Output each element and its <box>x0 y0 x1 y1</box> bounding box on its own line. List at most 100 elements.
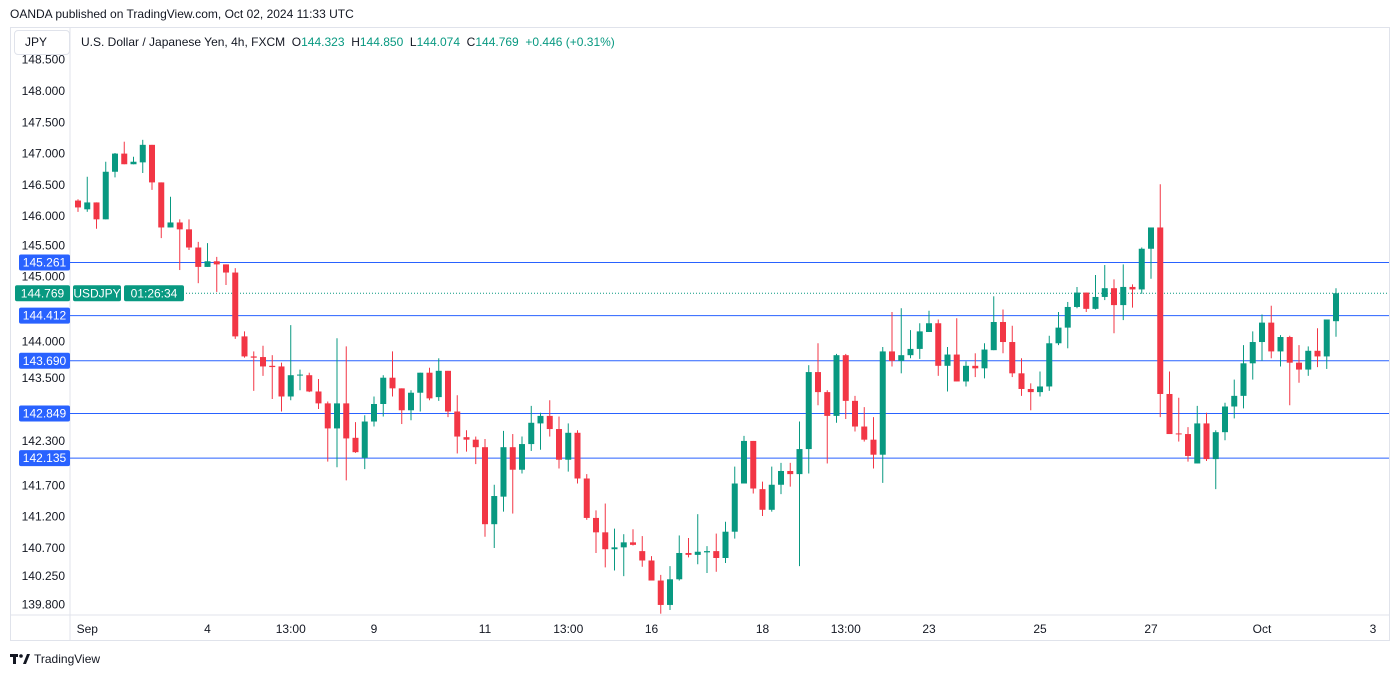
candle-body-up <box>500 447 507 497</box>
candle-body-down <box>509 447 516 470</box>
candle <box>759 481 766 517</box>
candle-body-up <box>944 354 951 366</box>
candle-body-up <box>1305 350 1312 370</box>
legend-open: 144.323 <box>301 35 345 49</box>
candle <box>324 401 331 462</box>
candle-body-up <box>537 415 544 424</box>
candle-body-down <box>93 202 100 220</box>
candle-body-up <box>84 202 91 210</box>
level-price-tag <box>19 352 70 369</box>
candle <box>1286 335 1293 406</box>
candle-body-down <box>1166 393 1173 435</box>
candle <box>232 268 239 339</box>
candle-body-down <box>278 366 285 397</box>
x-tick-label: 13:00 <box>553 622 583 636</box>
candle-body-up <box>519 444 525 470</box>
symbol-search-button[interactable]: JPY <box>14 30 70 55</box>
candle-body-up <box>528 422 535 445</box>
candle <box>435 358 442 401</box>
x-tick-label: Sep <box>77 622 99 636</box>
legend-high-label: H <box>351 35 360 49</box>
candle-body-down <box>787 470 794 475</box>
tradingview-logo-icon <box>10 654 30 664</box>
candle <box>1277 335 1284 367</box>
candle-body-up <box>130 161 137 165</box>
candle <box>565 423 572 472</box>
candle <box>870 417 877 469</box>
candle <box>297 369 303 391</box>
candle <box>417 372 424 412</box>
candle <box>824 390 831 464</box>
candle <box>1101 265 1108 301</box>
candle <box>704 546 710 574</box>
candle <box>1194 405 1201 464</box>
candle <box>990 296 997 351</box>
candle <box>1148 227 1154 279</box>
candle <box>611 528 618 571</box>
candle-body-down <box>713 551 720 558</box>
candle <box>907 330 914 359</box>
candle-body-down <box>250 356 257 358</box>
candle <box>1314 328 1321 368</box>
candle-body-down <box>602 532 609 550</box>
candle-body-up <box>676 552 683 580</box>
candle <box>889 311 895 367</box>
candle-body-up <box>694 551 701 555</box>
y-tick-label: 140.250 <box>22 569 66 583</box>
candle-body-up <box>1046 343 1053 387</box>
candle-body-up <box>833 355 840 416</box>
candle <box>269 355 276 399</box>
publisher-line: OANDA published on TradingView.com, Oct … <box>10 7 354 21</box>
candle <box>426 367 433 401</box>
footer-brand: TradingView <box>34 652 101 666</box>
candle-body-up <box>167 222 174 228</box>
x-tick-label: 18 <box>756 622 770 636</box>
candle <box>445 370 451 418</box>
candle <box>741 435 747 484</box>
candle <box>787 462 794 487</box>
candle <box>722 521 729 564</box>
y-tick-label: 144.000 <box>22 334 66 348</box>
symbol-tag-label: USDJPY <box>73 286 120 300</box>
candle-body-down <box>972 365 979 369</box>
chart-frame <box>10 27 1390 641</box>
candle <box>981 343 988 379</box>
y-tick-label: 145.000 <box>22 269 66 283</box>
candle <box>1185 427 1191 462</box>
candle-body-down <box>593 517 599 533</box>
candle-body-down <box>445 370 451 412</box>
candle <box>1212 430 1219 490</box>
candle <box>685 537 692 558</box>
candle <box>833 353 840 423</box>
candle-body-up <box>297 374 303 376</box>
candle <box>482 439 488 537</box>
candle <box>648 556 655 581</box>
candle <box>630 529 636 546</box>
candle <box>1083 292 1090 312</box>
y-tick-label: 146.000 <box>22 209 66 223</box>
candle-body-down <box>870 439 877 455</box>
candle-body-down <box>315 391 322 404</box>
candle <box>1175 397 1182 442</box>
candle-body-up <box>435 370 442 398</box>
candle <box>963 361 969 387</box>
candle-body-up <box>1222 406 1228 433</box>
candle-body-up <box>1212 432 1219 460</box>
candle-body-up <box>1055 327 1062 344</box>
candle-body-up <box>380 377 387 404</box>
candle-body-up <box>1333 293 1339 322</box>
candle-body-down <box>1083 292 1090 309</box>
y-tick-label: 143.500 <box>22 371 66 385</box>
candle-body-down <box>685 552 692 555</box>
candle <box>176 219 183 271</box>
candle <box>93 202 100 229</box>
candle <box>1296 345 1302 383</box>
candle <box>916 323 923 359</box>
candle <box>84 176 91 212</box>
candle <box>1240 345 1247 409</box>
candle-body-up <box>805 372 812 450</box>
candle <box>926 310 932 333</box>
candle-body-down <box>657 580 664 605</box>
y-tick-label: 147.500 <box>22 115 66 129</box>
